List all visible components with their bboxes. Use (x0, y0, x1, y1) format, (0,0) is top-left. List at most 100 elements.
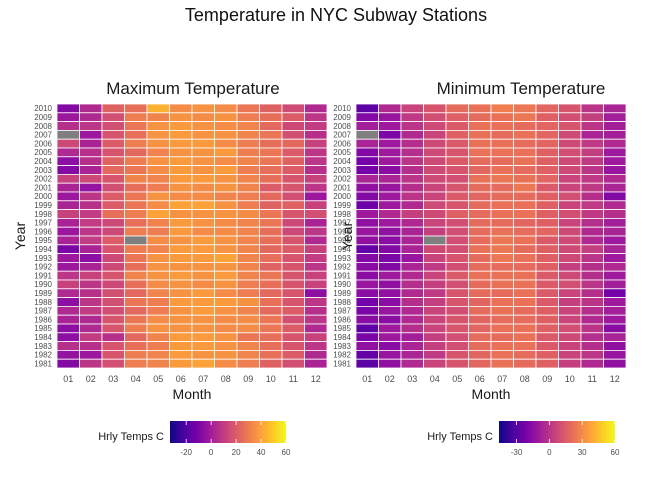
heatmap-cell (490, 253, 514, 263)
heatmap-cell (304, 323, 328, 334)
heatmap-cell (400, 156, 424, 167)
heatmap-cell (423, 147, 447, 158)
heatmap-cell (56, 182, 80, 193)
y-tick-label: 2006 (333, 139, 351, 148)
x-tick-label: 03 (407, 374, 417, 384)
heatmap-cell (378, 200, 402, 211)
heatmap-cell (558, 209, 582, 219)
heatmap-cell (281, 147, 305, 158)
heatmap-cell (169, 270, 193, 281)
heatmap-cell (146, 341, 170, 351)
heatmap-cell (101, 244, 125, 255)
heatmap-cell (423, 226, 447, 237)
heatmap-cell (304, 226, 328, 237)
heatmap-cell (281, 200, 305, 211)
y-tick-label: 2008 (333, 122, 351, 131)
heatmap-cell (468, 226, 492, 237)
heatmap-cell (355, 358, 379, 369)
heatmap-cell (56, 191, 80, 202)
heatmap-cell (214, 112, 238, 123)
y-tick-label: 1994 (333, 245, 351, 254)
heatmap-cell (236, 270, 260, 281)
heatmap-cell (259, 226, 283, 237)
heatmap-cell (236, 323, 260, 334)
y-tick-label: 1985 (333, 324, 351, 333)
heatmap-cell (124, 129, 148, 140)
heatmap-cell (124, 305, 148, 316)
y-tick-label: 1997 (34, 219, 52, 228)
heatmap-cell (56, 226, 80, 237)
heatmap-cell (603, 138, 627, 149)
heatmap-cell (56, 235, 80, 246)
heatmap-cell (580, 358, 604, 369)
x-tick-label: 01 (63, 374, 73, 384)
heatmap-cell (580, 314, 604, 325)
heatmap-cell (124, 323, 148, 334)
heatmap-cell (236, 297, 260, 307)
heatmap-cell (558, 226, 582, 237)
heatmap-cell (169, 209, 193, 219)
heatmap-cell (468, 244, 492, 255)
heatmap-cell (304, 129, 328, 140)
heatmap-cell (56, 323, 80, 334)
heatmap-cell (146, 217, 170, 228)
heatmap-cell (535, 235, 559, 246)
heatmap-cell (490, 173, 514, 184)
heatmap-cell (169, 156, 193, 167)
heatmap-cell (101, 191, 125, 202)
heatmap-cell (169, 297, 193, 307)
heatmap-cell (146, 200, 170, 211)
heatmap-cell (56, 217, 80, 228)
heatmap-cell (513, 341, 537, 351)
y-tick-label: 1990 (333, 280, 351, 289)
heatmap-cell (558, 358, 582, 369)
heatmap-cell (378, 112, 402, 123)
heatmap-cell (304, 217, 328, 228)
y-tick-label: 1999 (333, 201, 351, 210)
heatmap-cell (259, 112, 283, 123)
heatmap-cell (56, 358, 80, 369)
heatmap-cell (281, 314, 305, 325)
heatmap-cell (259, 349, 283, 360)
heatmap-cell (445, 341, 469, 351)
heatmap-cell (580, 226, 604, 237)
heatmap-cell (101, 165, 125, 175)
heatmap-cell (580, 279, 604, 290)
heatmap-cell (490, 235, 514, 246)
heatmap-cell (378, 156, 402, 167)
heatmap-cell (191, 217, 215, 228)
heatmap-cell (101, 279, 125, 290)
heatmap-cell (490, 261, 514, 272)
heatmap-cell (101, 112, 125, 123)
heatmap-cell (79, 200, 103, 211)
heatmap-cell (259, 147, 283, 158)
heatmap-cell (400, 226, 424, 237)
heatmap-cell (191, 173, 215, 184)
heatmap-cell (79, 349, 103, 360)
heatmap-cell (169, 323, 193, 334)
y-tick-label: 2002 (333, 175, 351, 184)
heatmap-cell (400, 147, 424, 158)
heatmap-cell (445, 112, 469, 123)
heatmap-cell (124, 209, 148, 219)
legend-tick-label: 0 (209, 448, 214, 457)
heatmap-cell (468, 288, 492, 298)
heatmap-cell (124, 103, 148, 114)
heatmap-cell (378, 279, 402, 290)
heatmap-cell (124, 349, 148, 360)
heatmap-cell (146, 288, 170, 298)
heatmap-cell (124, 341, 148, 351)
heatmap-cell (378, 253, 402, 263)
heatmap-cell (490, 288, 514, 298)
heatmap-cell (400, 217, 424, 228)
y-axis-title: Year (12, 222, 28, 251)
heatmap-cell (214, 217, 238, 228)
heatmap-cell (445, 279, 469, 290)
heatmap-cell (259, 182, 283, 193)
heatmap-cell (513, 200, 537, 211)
heatmap-cell (281, 323, 305, 334)
heatmap-cell (468, 191, 492, 202)
heatmap-cell (281, 138, 305, 149)
y-tick-label: 1998 (333, 210, 351, 219)
heatmap-cell (558, 138, 582, 149)
